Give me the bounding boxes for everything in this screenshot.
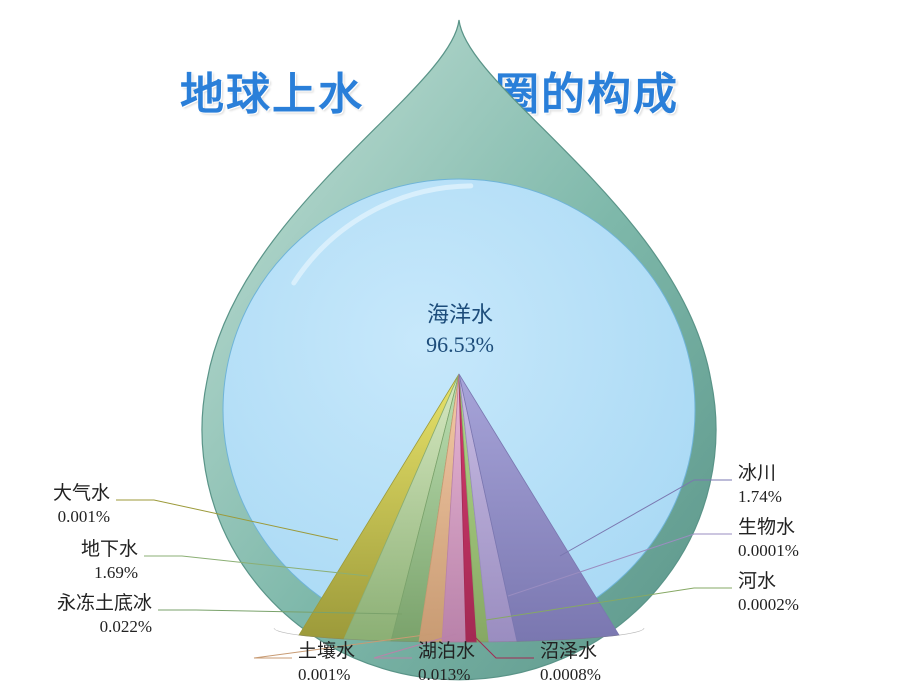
label-bio-name: 生物水 [738, 516, 799, 540]
label-river: 河水0.0002% [738, 570, 799, 615]
label-lake-pct: 0.013% [418, 664, 475, 685]
label-perma-name: 永冻土底冰 [57, 592, 152, 616]
label-swamp: 沼泽水0.0008% [540, 640, 601, 685]
label-ice: 冰川1.74% [738, 462, 782, 507]
label-bio-pct: 0.0001% [738, 540, 799, 561]
label-atmo-name: 大气水 [53, 482, 110, 506]
label-perma: 永冻土底冰0.022% [57, 592, 152, 637]
label-atmo-pct: 0.001% [53, 506, 110, 527]
label-soil: 土壤水0.001% [298, 640, 355, 685]
label-river-name: 河水 [738, 570, 799, 594]
label-lake: 湖泊水0.013% [418, 640, 475, 685]
label-ice-name: 冰川 [738, 462, 782, 486]
ocean-name: 海洋水 [426, 300, 494, 330]
ocean-pct: 96.53% [426, 330, 494, 360]
label-river-pct: 0.0002% [738, 594, 799, 615]
label-ground: 地下水1.69% [81, 538, 138, 583]
ocean-label: 海洋水 96.53% [426, 300, 494, 359]
label-ground-name: 地下水 [81, 538, 138, 562]
label-soil-name: 土壤水 [298, 640, 355, 664]
label-swamp-pct: 0.0008% [540, 664, 601, 685]
label-soil-pct: 0.001% [298, 664, 355, 685]
label-swamp-name: 沼泽水 [540, 640, 601, 664]
label-perma-pct: 0.022% [57, 616, 152, 637]
label-atmo: 大气水0.001% [53, 482, 110, 527]
label-lake-name: 湖泊水 [418, 640, 475, 664]
label-ground-pct: 1.69% [81, 562, 138, 583]
label-bio: 生物水0.0001% [738, 516, 799, 561]
label-ice-pct: 1.74% [738, 486, 782, 507]
